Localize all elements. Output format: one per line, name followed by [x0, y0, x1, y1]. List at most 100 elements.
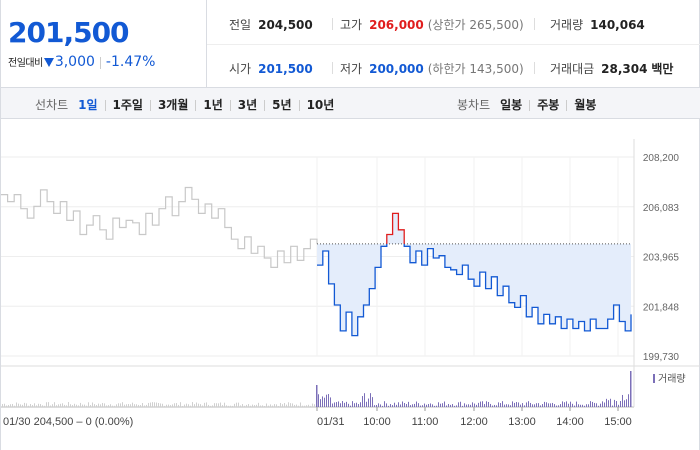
volume-bar: [446, 405, 447, 407]
tab-monthly[interactable]: 월봉: [574, 98, 597, 112]
volume-bar: [556, 405, 557, 407]
volume-bar: [352, 401, 353, 407]
volume-bar: [100, 404, 101, 407]
divider: [332, 18, 333, 30]
divider: [534, 62, 535, 74]
volume-bar: [246, 404, 247, 407]
volume-bar: [358, 404, 359, 407]
volume-bar: [408, 401, 409, 407]
volume-bar: [272, 405, 273, 407]
tab-1w[interactable]: 1주일: [112, 98, 143, 112]
volume-bar: [16, 402, 17, 407]
tab-5y[interactable]: 5년: [272, 98, 292, 112]
volume-bar: [462, 405, 463, 407]
volume-bar: [78, 405, 79, 407]
volume-bar: [250, 405, 251, 407]
candle-chart-tabs: 봉차트 일봉 주봉 월봉: [457, 96, 598, 113]
volume-bar: [482, 401, 483, 407]
volume-bar: [526, 402, 527, 407]
candle-chart-title: 봉차트: [457, 98, 491, 112]
volume-bar: [278, 405, 279, 407]
volume-bar: [94, 404, 95, 407]
volume-bar: [288, 402, 289, 407]
volume-bar: [32, 405, 33, 407]
volume-bar: [490, 403, 491, 407]
volume-bar: [450, 404, 451, 407]
volume-bar: [452, 404, 453, 407]
volume-bar: [382, 405, 383, 407]
volume-bar: [560, 404, 561, 407]
today-area-fill: [317, 213, 631, 336]
volume-bar: [594, 402, 595, 407]
volume-bar: [530, 402, 531, 407]
tab-weekly[interactable]: 주봉: [537, 98, 560, 112]
volume-bar: [312, 403, 313, 407]
volume-bar: [390, 404, 391, 407]
tab-3y[interactable]: 3년: [237, 98, 258, 112]
volume-bar: [580, 404, 581, 407]
volume-bar: [196, 402, 197, 407]
volume-bar: [520, 404, 521, 407]
volume-bar: [176, 403, 177, 407]
tab-3m[interactable]: 3개월: [157, 98, 189, 112]
volume-bar: [522, 403, 523, 407]
volume-bar: [20, 404, 21, 407]
volume-bar: [228, 405, 229, 407]
volume-bar: [112, 405, 113, 407]
volume-bar: [454, 405, 455, 407]
volume-bar: [332, 403, 333, 407]
volume-bar: [388, 405, 389, 407]
tab-1d[interactable]: 1일: [78, 98, 98, 112]
volume-bar: [586, 404, 587, 407]
volume-bar: [456, 405, 457, 407]
volume-bar: [350, 405, 351, 407]
today-line-down: [317, 243, 632, 337]
volume-bar: [362, 396, 363, 407]
tab-daily[interactable]: 일봉: [500, 98, 523, 112]
volume-bar: [52, 404, 53, 407]
stat-value: 201,500: [258, 62, 313, 76]
volume-bar: [294, 404, 295, 407]
volume-bar: [542, 404, 543, 407]
volume-bar: [244, 405, 245, 407]
volume-bar: [66, 405, 67, 407]
volume-bar: [582, 404, 583, 407]
volume-bar: [148, 402, 149, 407]
y-tick-label: 203,965: [643, 253, 680, 264]
volume-bar: [558, 405, 559, 407]
volume-bar: [134, 404, 135, 407]
stat-value: 28,304: [601, 62, 648, 76]
volume-bar: [2, 404, 3, 407]
volume-bar: [380, 404, 381, 407]
volume-bar: [366, 401, 367, 407]
volume-bar: [208, 404, 209, 407]
volume-bar: [28, 405, 29, 407]
volume-bar: [420, 405, 421, 407]
y-tick-label: 208,200: [643, 153, 680, 164]
volume-bar: [562, 401, 563, 407]
volume-bar: [6, 405, 7, 407]
volume-bar: [248, 404, 249, 407]
volume-legend-swatch: [653, 374, 655, 383]
volume-bar: [360, 402, 361, 407]
stat-low: 저가 200,000 (하한가 143,500): [340, 60, 524, 77]
stat-label: 거래대금: [550, 62, 595, 76]
volume-bar: [76, 404, 77, 407]
tab-1y[interactable]: 1년: [203, 98, 223, 112]
volume-bar: [120, 403, 121, 407]
volume-bar: [222, 405, 223, 407]
volume-bar: [488, 401, 489, 407]
volume-bar: [36, 405, 37, 407]
volume-bar: [500, 403, 501, 407]
volume-bar: [284, 403, 285, 407]
volume-bar: [170, 405, 171, 407]
volume-bar: [204, 402, 205, 407]
volume-bar: [478, 402, 479, 407]
volume-bar: [174, 403, 175, 407]
volume-bar: [428, 403, 429, 407]
volume-bar: [310, 405, 311, 407]
volume-bar: [40, 404, 41, 407]
volume-bar: [386, 403, 387, 407]
tab-10y[interactable]: 10년: [306, 98, 335, 112]
